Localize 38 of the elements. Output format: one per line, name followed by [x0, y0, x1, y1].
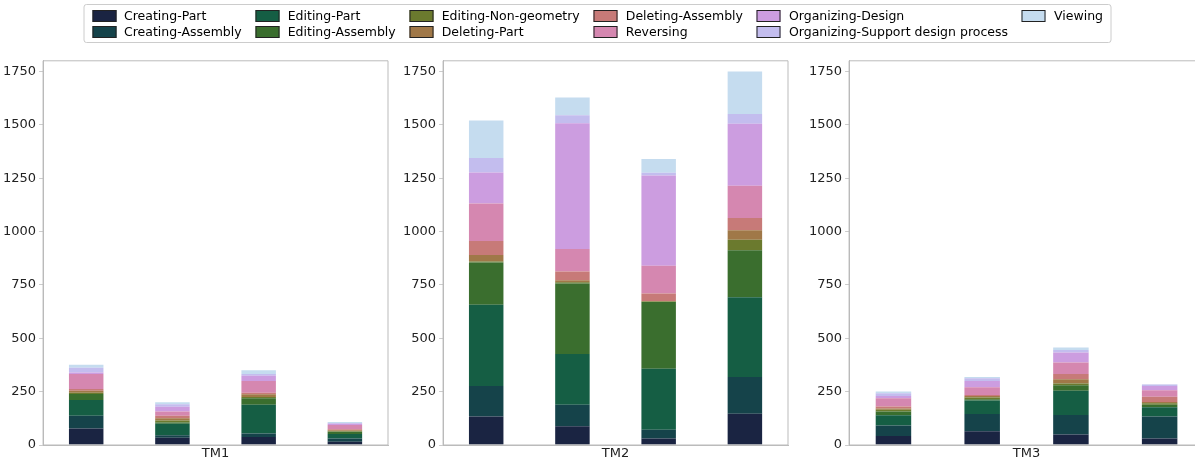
y-tick-label: 500 [11, 329, 37, 345]
legend-label: Reversing [625, 24, 688, 39]
x-axis-title: TM2 [600, 444, 630, 460]
y-tick-label: 750 [411, 276, 437, 292]
legend-label: Creating-Assembly [124, 24, 242, 39]
y-tick-label: 0 [27, 436, 37, 452]
legend-label: Editing-Assembly [287, 24, 396, 39]
legend-label: Creating-Part [124, 8, 207, 23]
y-tick-label: 1500 [808, 116, 843, 132]
x-axis-title: TM1 [200, 444, 230, 460]
y-tick-label: 1500 [402, 116, 437, 132]
y-tick-label: 750 [817, 276, 843, 292]
legend-label: Organizing-Support design process [788, 24, 1008, 39]
legend-label: Editing-Part [287, 8, 361, 23]
y-tick-label: 750 [11, 276, 37, 292]
legend-label: Deleting-Assembly [625, 8, 743, 23]
y-tick-label: 1000 [2, 222, 37, 238]
y-tick-label: 1500 [2, 116, 37, 132]
legend-label: Deleting-Part [441, 24, 524, 39]
x-axis-title: TM3 [1011, 444, 1041, 460]
y-tick-label: 1750 [808, 62, 843, 78]
y-tick-label: 250 [817, 383, 843, 399]
y-tick-label: 250 [411, 383, 437, 399]
y-tick-label: 1250 [402, 169, 437, 185]
y-tick-label: 1000 [808, 222, 843, 238]
y-tick-label: 1250 [2, 169, 37, 185]
legend-label: Viewing [1053, 8, 1103, 23]
y-tick-label: 0 [833, 436, 843, 452]
y-tick-label: 500 [411, 329, 437, 345]
legend-label: Organizing-Design [788, 8, 905, 23]
y-tick-label: 1250 [808, 169, 843, 185]
legend-label: Editing-Non-geometry [441, 8, 580, 23]
y-tick-label: 1750 [2, 62, 37, 78]
y-tick-label: 500 [817, 329, 843, 345]
y-tick-label: 1750 [402, 62, 437, 78]
y-tick-label: 1000 [402, 222, 437, 238]
y-tick-label: 250 [11, 383, 37, 399]
y-tick-label: 0 [427, 436, 437, 452]
